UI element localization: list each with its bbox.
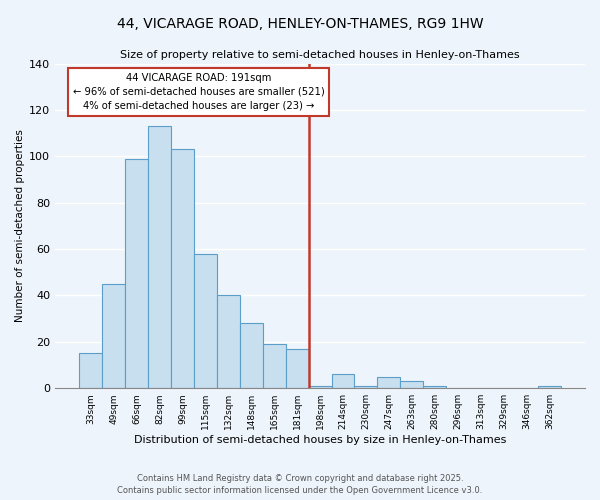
Bar <box>148 126 171 388</box>
Text: Contains HM Land Registry data © Crown copyright and database right 2025.
Contai: Contains HM Land Registry data © Crown c… <box>118 474 482 495</box>
Text: 44, VICARAGE ROAD, HENLEY-ON-THAMES, RG9 1HW: 44, VICARAGE ROAD, HENLEY-ON-THAMES, RG9… <box>116 18 484 32</box>
Bar <box>377 376 400 388</box>
Bar <box>308 386 332 388</box>
Bar <box>240 324 263 388</box>
Bar <box>102 284 125 388</box>
Bar <box>423 386 446 388</box>
Bar <box>79 354 102 388</box>
Bar <box>400 382 423 388</box>
Bar <box>286 349 308 388</box>
Bar <box>125 158 148 388</box>
X-axis label: Distribution of semi-detached houses by size in Henley-on-Thames: Distribution of semi-detached houses by … <box>134 435 506 445</box>
Bar <box>171 150 194 388</box>
Text: 44 VICARAGE ROAD: 191sqm
← 96% of semi-detached houses are smaller (521)
4% of s: 44 VICARAGE ROAD: 191sqm ← 96% of semi-d… <box>73 73 325 111</box>
Y-axis label: Number of semi-detached properties: Number of semi-detached properties <box>15 130 25 322</box>
Title: Size of property relative to semi-detached houses in Henley-on-Thames: Size of property relative to semi-detach… <box>120 50 520 60</box>
Bar <box>217 296 240 388</box>
Bar <box>194 254 217 388</box>
Bar <box>355 386 377 388</box>
Bar <box>263 344 286 388</box>
Bar <box>332 374 355 388</box>
Bar <box>538 386 561 388</box>
